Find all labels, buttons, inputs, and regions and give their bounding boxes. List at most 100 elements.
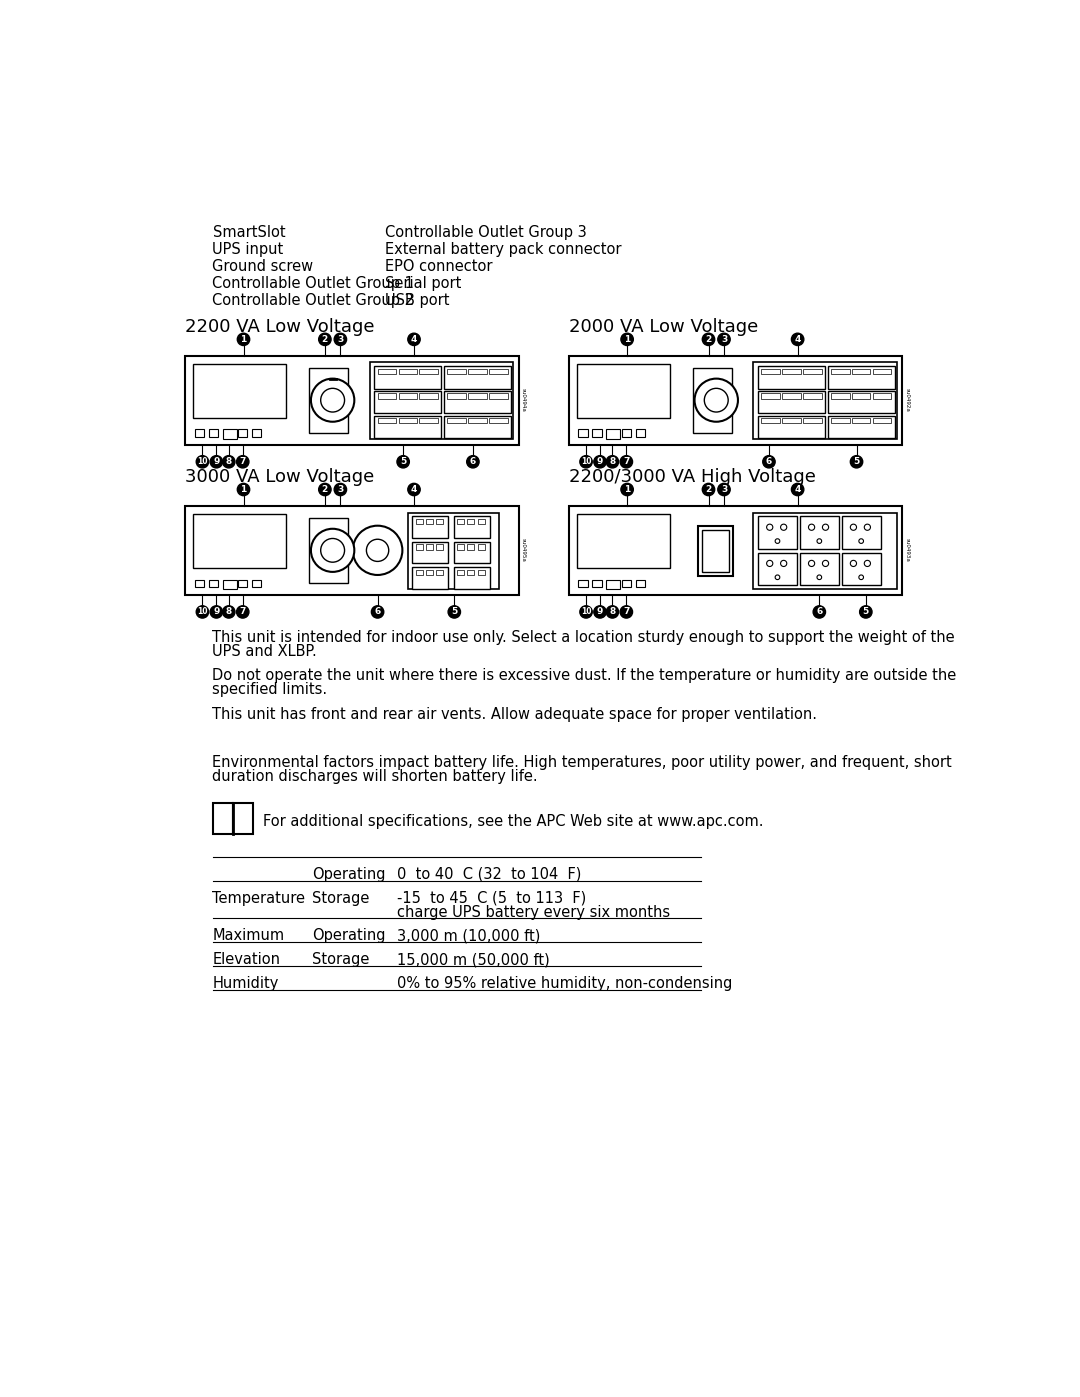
Text: 3000 VA Low Voltage: 3000 VA Low Voltage <box>186 468 375 486</box>
Text: Environmental factors impact battery life. High temperatures, poor utility power: Environmental factors impact battery lif… <box>213 756 953 770</box>
Bar <box>831 393 850 398</box>
Bar <box>852 418 870 423</box>
Text: UPS input: UPS input <box>213 242 284 257</box>
Bar <box>193 514 286 569</box>
Bar <box>636 580 645 587</box>
Circle shape <box>238 334 249 345</box>
Bar <box>468 545 474 549</box>
Circle shape <box>620 455 633 468</box>
Text: 7: 7 <box>240 608 246 616</box>
Circle shape <box>781 524 786 531</box>
Text: 4: 4 <box>795 335 800 344</box>
Bar <box>761 393 780 398</box>
Circle shape <box>792 334 804 345</box>
Circle shape <box>321 388 345 412</box>
Text: 10: 10 <box>581 608 592 616</box>
Circle shape <box>762 455 775 468</box>
Text: Ground screw: Ground screw <box>213 260 313 274</box>
Circle shape <box>238 483 249 496</box>
Circle shape <box>767 524 773 531</box>
Bar <box>435 570 443 576</box>
Text: Operating: Operating <box>312 929 386 943</box>
Circle shape <box>319 334 332 345</box>
Text: 3: 3 <box>337 335 343 344</box>
Text: 9: 9 <box>597 608 604 616</box>
Text: 5: 5 <box>451 608 458 616</box>
Text: 9: 9 <box>597 457 604 467</box>
Bar <box>399 369 417 374</box>
Bar <box>444 391 511 414</box>
Text: Storage: Storage <box>312 953 369 967</box>
Circle shape <box>860 606 872 617</box>
Text: 5: 5 <box>400 457 406 467</box>
Text: charge UPS battery every six months: charge UPS battery every six months <box>397 904 670 919</box>
Text: 8: 8 <box>609 457 616 467</box>
Text: Temperature: Temperature <box>213 891 306 905</box>
Bar <box>841 517 880 549</box>
Bar <box>455 567 490 588</box>
Bar <box>761 369 780 374</box>
Text: 0% to 95% relative humidity, non-condensing: 0% to 95% relative humidity, non-condens… <box>397 977 732 990</box>
Circle shape <box>694 379 738 422</box>
Bar <box>782 393 800 398</box>
Circle shape <box>197 606 208 617</box>
Text: 2: 2 <box>322 485 328 495</box>
Text: 2: 2 <box>322 335 328 344</box>
Text: 2200 VA Low Voltage: 2200 VA Low Voltage <box>186 317 375 335</box>
Text: 7: 7 <box>240 457 246 467</box>
Bar <box>186 507 518 595</box>
Bar <box>578 429 588 437</box>
Circle shape <box>594 606 606 617</box>
Bar <box>754 362 896 439</box>
Text: 8: 8 <box>226 608 232 616</box>
Bar <box>419 393 438 398</box>
Bar <box>622 580 631 587</box>
Text: 3: 3 <box>720 485 727 495</box>
Circle shape <box>775 576 780 580</box>
Text: Maximum: Maximum <box>213 929 285 943</box>
Text: Humidity: Humidity <box>213 977 279 990</box>
Bar <box>758 391 825 414</box>
Circle shape <box>321 538 345 562</box>
Circle shape <box>823 524 828 531</box>
Bar <box>800 517 839 549</box>
Text: This unit is intended for indoor use only. Select a location sturdy enough to su: This unit is intended for indoor use onl… <box>213 630 955 644</box>
Text: 5: 5 <box>853 457 860 467</box>
Circle shape <box>580 455 592 468</box>
Bar <box>828 366 894 388</box>
Bar <box>375 415 441 437</box>
Circle shape <box>792 483 804 496</box>
Bar <box>416 570 422 576</box>
Bar <box>577 514 670 569</box>
Bar <box>186 356 518 444</box>
Text: 10: 10 <box>581 457 592 467</box>
Circle shape <box>809 524 814 531</box>
Bar <box>800 553 839 585</box>
Bar <box>435 545 443 549</box>
Bar <box>375 391 441 414</box>
Bar <box>252 580 261 587</box>
Circle shape <box>222 606 235 617</box>
Circle shape <box>397 455 409 468</box>
Bar <box>426 570 433 576</box>
Bar <box>222 580 237 588</box>
Bar <box>416 518 422 524</box>
Bar <box>831 418 850 423</box>
Bar <box>232 803 253 834</box>
Text: 2: 2 <box>705 485 712 495</box>
Circle shape <box>319 483 332 496</box>
Text: 10: 10 <box>198 608 207 616</box>
Circle shape <box>621 483 633 496</box>
Text: 1: 1 <box>624 485 631 495</box>
Circle shape <box>859 539 864 543</box>
Bar <box>873 418 891 423</box>
Text: 6: 6 <box>766 457 772 467</box>
Bar <box>378 418 396 423</box>
Bar <box>468 518 474 524</box>
Circle shape <box>816 576 822 580</box>
Text: USB port: USB port <box>384 293 449 309</box>
Bar <box>477 545 485 549</box>
Circle shape <box>408 334 420 345</box>
Circle shape <box>864 524 870 531</box>
Text: 4: 4 <box>410 485 417 495</box>
